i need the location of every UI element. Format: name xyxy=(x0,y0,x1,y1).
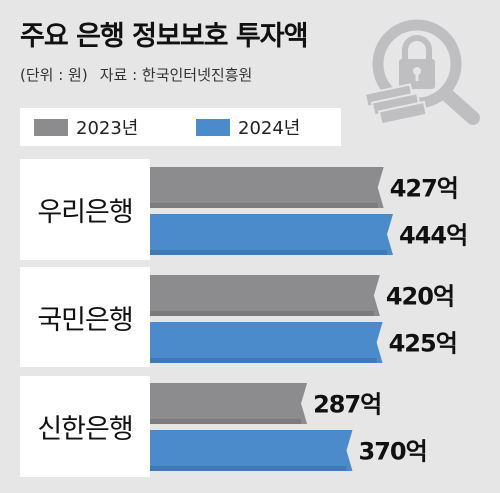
unit-note: (단위 : 원) xyxy=(20,66,88,84)
legend-swatch-2024 xyxy=(196,118,230,136)
source-note: 자료 : 한국인터넷진흥원 xyxy=(99,66,253,84)
bar-shade-2-0 xyxy=(150,419,302,424)
bar-shade-1-0 xyxy=(150,311,374,316)
category-panel-kookmin: 국민은행 xyxy=(20,267,150,367)
lock-magnifier-icon xyxy=(355,14,485,133)
bar-1-1 xyxy=(150,322,383,363)
bar-1-0 xyxy=(150,275,380,316)
legend: 2023년 2024년 xyxy=(20,108,341,146)
legend-label-2023: 2023년 xyxy=(76,118,139,139)
data-label-1-0: 420억 xyxy=(386,283,454,311)
data-label-0-0: 427억 xyxy=(390,175,458,203)
data-label-1-1: 425억 xyxy=(389,330,457,358)
category-label: 신한은행 xyxy=(37,414,133,445)
bar-shade-0-1 xyxy=(150,250,387,255)
chart-notes: (단위 : 원) 자료 : 한국인터넷진흥원 xyxy=(20,64,252,85)
legend-swatch-2023 xyxy=(34,118,68,136)
legend-item-2024: 2024년 xyxy=(196,108,300,146)
data-label-2-1: 370억 xyxy=(359,438,427,466)
chart-title: 주요 은행 정보보호 투자액 xyxy=(20,21,308,52)
category-label: 국민은행 xyxy=(37,304,133,336)
legend-item-2023: 2023년 xyxy=(34,108,138,146)
bar-shade-2-1 xyxy=(150,466,347,471)
legend-label-2024: 2024년 xyxy=(238,118,301,139)
category-label: 우리은행 xyxy=(37,197,133,228)
bar-2-0 xyxy=(150,383,308,424)
data-label-0-1: 444억 xyxy=(399,222,467,250)
category-panel-woori: 우리은행 xyxy=(20,159,150,260)
bar-2-1 xyxy=(150,430,353,471)
bar-shade-1-1 xyxy=(150,358,377,363)
data-label-2-0: 287억 xyxy=(313,391,381,419)
category-panel-shinhan: 신한은행 xyxy=(20,376,150,477)
bar-0-1 xyxy=(150,214,393,255)
bar-shade-0-0 xyxy=(150,203,378,208)
bar-0-0 xyxy=(150,167,384,208)
